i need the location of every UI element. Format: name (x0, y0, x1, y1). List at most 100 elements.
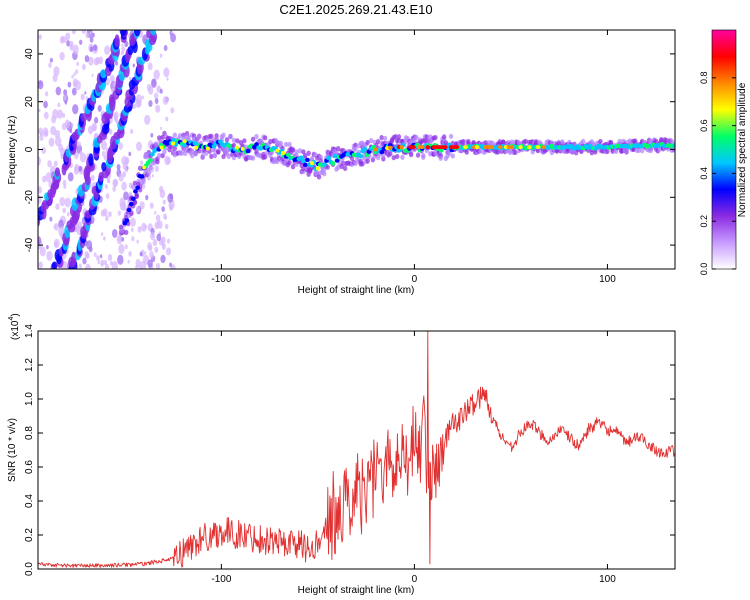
spectrogram-noise-point (137, 99, 142, 108)
spectrogram-noise-point (63, 89, 68, 96)
snr-ytick-label: 0.2 (24, 528, 35, 542)
spectrogram-noise-point (52, 74, 58, 83)
spectrogram-noise-point (93, 252, 97, 257)
spectrogram-halo-point (513, 149, 518, 156)
spectrogram-xtick-label: 100 (599, 274, 616, 285)
spectrogram-halo-point (302, 152, 308, 159)
spectrogram-halo-point (414, 134, 419, 140)
spectrogram-noise-point (100, 232, 104, 237)
spectrogram-noise-point (44, 130, 48, 136)
spectrogram-noise-point (57, 102, 61, 108)
spectrogram-peak-point (171, 141, 176, 146)
spectrogram-noise-point (141, 95, 144, 100)
spectrogram-halo-point (608, 139, 614, 146)
spectrogram-noise-point (80, 93, 85, 101)
spectrogram-peak-point (509, 145, 515, 150)
spectrogram-peak-point (541, 145, 547, 150)
spectrogram-noise-point (108, 211, 112, 218)
spectrogram-halo-point (191, 136, 197, 142)
spectrogram-noise-point (81, 63, 86, 71)
spectrogram-noise-point (128, 151, 132, 157)
spectrogram-noise-point (163, 44, 168, 52)
spectrogram-frame (37, 29, 676, 270)
spectrogram-noise-point (145, 194, 149, 201)
spectrogram-halo-point (172, 145, 178, 151)
spectrogram-noise-point (104, 215, 109, 222)
spectrogram-noise-point (107, 254, 113, 262)
spectrogram-noise-point (123, 191, 129, 201)
spectrogram-halo-point (287, 141, 292, 148)
spectrogram-noise-point (149, 251, 154, 259)
snr-ytick-label: 0.4 (24, 494, 35, 508)
spectrogram-halo-point (203, 150, 209, 156)
spectrogram-noise-point (57, 109, 63, 119)
spectrogram-noise-point (154, 246, 159, 253)
spectrogram-noise-point (166, 238, 171, 244)
spectrogram-noise-point (84, 251, 89, 259)
snr-xtick-label: -100 (211, 574, 231, 585)
spectrogram-halo-point (523, 138, 528, 144)
spectrogram-noise-point (97, 104, 102, 112)
spectrogram-halo-point (360, 161, 365, 167)
spectrogram-halo-point (441, 134, 447, 140)
spectrogram-noise-point (38, 156, 41, 166)
spectrogram-ridge-point (330, 161, 336, 166)
spectrogram-noise-point (130, 227, 134, 233)
spectrogram-ridge-point (126, 207, 132, 213)
spectrogram-ridge-point (211, 144, 217, 149)
spectrogram-ridge-point (332, 153, 338, 159)
spectrogram-ylabel: Frequency (Hz) (7, 116, 18, 185)
colorbar-tick-label: 0.8 (699, 72, 709, 85)
spectrogram-halo-point (415, 152, 421, 158)
spectrogram-peak-point (310, 161, 315, 166)
spectrogram-halo-point (365, 158, 370, 164)
spectrogram-noise-point (93, 57, 99, 66)
spectrogram-noise-point (155, 104, 161, 113)
spectrogram-noise-point (121, 237, 125, 242)
spectrogram-noise-point (100, 259, 105, 267)
spectrogram-ridge-point (139, 174, 145, 179)
spectrogram-noise-point (153, 69, 160, 80)
snr-ytick-label: 1.0 (24, 392, 35, 406)
spectrogram-halo-point (226, 153, 231, 159)
spectrogram-noise-point (159, 88, 163, 94)
spectrogram-noise-point (127, 259, 130, 264)
spectrogram-peak-point (240, 146, 245, 151)
spectrogram-noise-point (89, 31, 92, 35)
spectrogram-noise-point (118, 142, 124, 150)
spectrogram-ridge-point (298, 155, 304, 160)
spectrogram-noise-point (99, 254, 103, 259)
snr-ytick-label: 1.4 (24, 324, 35, 338)
spectrogram-halo-point (209, 153, 214, 159)
spectrogram-noise-point (108, 128, 113, 135)
spectrogram-ytick-label: 20 (24, 96, 35, 108)
spectrogram-noise-point (73, 72, 76, 77)
spectrogram-noise-point (62, 94, 67, 101)
spectrogram-noise-point (113, 111, 119, 120)
colorbar-tick-label: 0.6 (699, 119, 709, 132)
spectrogram-noise-point (111, 261, 118, 269)
spectrogram-halo-point (316, 174, 322, 180)
spectrogram-xtick-label: 0 (412, 274, 418, 285)
spectrogram-ridge-point (135, 185, 141, 190)
spectrogram-noise-point (66, 40, 71, 47)
spectrogram-noise-point (149, 202, 154, 209)
spectrogram-peak-point (142, 165, 147, 170)
spectrogram-noise-point (147, 86, 154, 95)
spectrogram-halo-point (262, 154, 268, 160)
spectrogram-noise-point (117, 254, 124, 265)
spectrogram-streak-point (88, 153, 94, 167)
spectrogram-noise-point (77, 141, 81, 147)
spectrogram-halo-point (591, 141, 596, 147)
spectrogram-halo-point (309, 156, 315, 162)
spectrogram-noise-point (144, 114, 151, 125)
spectrogram-halo-point (379, 134, 384, 141)
spectrogram-noise-point (84, 91, 87, 95)
spectrogram-noise-point (73, 166, 80, 175)
spectrogram-peak-point (182, 139, 187, 144)
spectrogram-noise-point (46, 250, 53, 262)
spectrogram-halo-point (613, 148, 619, 154)
spectrogram-noise-point (103, 236, 106, 241)
spectrogram-halo-point (254, 133, 259, 140)
